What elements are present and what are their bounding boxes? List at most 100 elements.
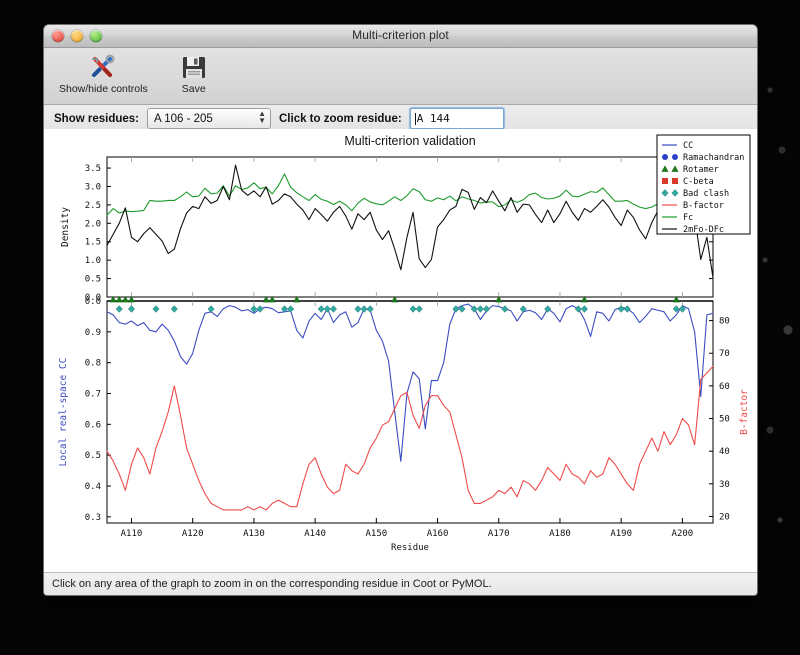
residue-xtick-label: A140	[304, 529, 326, 539]
control-strip: Show residues: A 106 - 205 ▲ ▼ Click to z…	[44, 105, 757, 133]
quality-series-Bfactor	[106, 365, 714, 511]
tools-icon	[88, 52, 118, 82]
legend-label-c-beta: C-beta	[683, 177, 714, 187]
rotamer-outlier-marker	[115, 295, 123, 303]
legend-swatch-ramachandran	[662, 154, 668, 160]
residue-range-select[interactable]: A 106 - 205 ▲ ▼	[147, 108, 271, 129]
bad-clash-marker	[329, 305, 338, 313]
residue-xtick-label: A120	[182, 529, 204, 539]
legend-swatch-rotamer	[671, 165, 679, 172]
density-axis-label: Density	[60, 207, 71, 247]
rotamer-outlier-marker	[672, 295, 680, 303]
bad-clash-marker	[170, 305, 178, 313]
residue-xtick-label: A110	[121, 529, 143, 539]
density-ytick-label: 3.5	[85, 164, 101, 174]
rotamer-outlier-marker	[391, 295, 399, 303]
legend-label-fc: Fc	[683, 213, 693, 223]
bad-clash-marker	[360, 305, 368, 313]
window-title-bar[interactable]: Multi-criterion plot	[44, 25, 757, 48]
rotamer-outlier-marker	[580, 295, 588, 303]
rotamer-outlier-marker	[121, 295, 129, 303]
cc-ytick-label: 0.3	[85, 513, 101, 523]
legend-label-ramachandran: Ramachandran	[683, 153, 744, 163]
cc-axis-label: Local real-space CC	[58, 358, 69, 467]
density-series-Fc	[106, 173, 714, 226]
x-axis-label: Residue	[391, 543, 429, 553]
bad-clash-marker	[115, 305, 123, 313]
bad-clash-marker	[317, 305, 325, 313]
floppy-disk-icon	[180, 52, 208, 82]
cc-ytick-label: 0.7	[85, 390, 101, 400]
bad-clash-marker	[366, 305, 374, 313]
density-ytick-label: 1.0	[85, 256, 101, 266]
residue-xtick-label: A160	[427, 529, 449, 539]
bad-clash-marker	[580, 305, 588, 313]
save-label: Save	[181, 83, 206, 95]
window-title: Multi-criterion plot	[352, 28, 449, 42]
bfactor-axis-label: B-factor	[739, 389, 750, 435]
toolbar: Show/hide controls Save	[44, 48, 757, 105]
bad-clash-marker	[476, 305, 484, 313]
status-text: Click on any area of the graph to zoom i…	[52, 578, 492, 590]
chevron-updown-icon: ▲ ▼	[258, 109, 266, 125]
residue-xtick-label: A180	[549, 529, 571, 539]
bfactor-ytick-label: 60	[719, 382, 730, 392]
bad-clash-marker	[250, 305, 258, 313]
bad-clash-marker	[287, 305, 295, 313]
bad-clash-marker	[354, 305, 362, 313]
bad-clash-marker	[409, 305, 417, 313]
cc-ytick-label: 0.8	[85, 359, 101, 369]
bad-clash-marker	[544, 305, 552, 313]
legend-swatch-c-beta	[672, 178, 678, 184]
bfactor-ytick-label: 20	[719, 512, 730, 522]
close-button[interactable]	[52, 30, 64, 42]
bfactor-ytick-label: 80	[719, 317, 730, 327]
show-hide-controls-button[interactable]: Show/hide controls	[54, 51, 153, 95]
legend-label-b-factor: B-factor	[683, 201, 724, 211]
bfactor-ytick-label: 40	[719, 447, 730, 457]
density-ytick-label: 0.0	[85, 293, 101, 303]
bad-clash-marker	[207, 305, 215, 313]
residue-xtick-label: A130	[243, 529, 265, 539]
cc-ytick-label: 0.5	[85, 451, 101, 461]
density-ytick-label: 0.5	[85, 275, 101, 285]
cc-ytick-label: 0.4	[85, 482, 101, 492]
legend-label-rotamer: Rotamer	[683, 165, 719, 175]
residue-range-value: A 106 - 205	[154, 112, 213, 125]
legend-swatch-bad-clash	[661, 189, 669, 197]
multi-criterion-plot-svg[interactable]: Multi-criterion validation 0.0 0.5 1.0 1.5 2.…	[44, 129, 757, 572]
legend-label-bad-clash: Bad clash	[683, 189, 729, 199]
residue-xtick-label: A190	[610, 529, 632, 539]
bad-clash-marker	[617, 305, 625, 313]
plot-canvas[interactable]: Multi-criterion validation 0.0 0.5 1.0 1.5 2.…	[44, 129, 757, 572]
bad-clash-marker	[458, 305, 466, 313]
zoom-button[interactable]	[90, 30, 102, 42]
bad-clash-marker	[482, 305, 491, 313]
density-ytick-label: 2.0	[85, 219, 101, 229]
bad-clash-marker	[323, 305, 331, 313]
show-residues-label: Show residues:	[54, 112, 139, 125]
rotamer-outlier-marker	[495, 295, 503, 303]
bad-clash-marker	[256, 305, 264, 313]
rotamer-outlier-marker	[262, 295, 270, 303]
save-button[interactable]: Save	[161, 51, 227, 95]
zoom-residue-value: A 144	[416, 112, 450, 125]
legend-swatch-bad-clash	[671, 189, 679, 197]
legend-swatch-ramachandran	[672, 154, 678, 160]
bad-clash-marker	[672, 305, 680, 313]
bad-clash-marker	[415, 305, 423, 313]
legend-swatch-c-beta	[662, 178, 668, 184]
bad-clash-marker	[127, 305, 136, 313]
zoom-residue-label: Click to zoom residue:	[279, 112, 402, 125]
application-window: Multi-criterion plot Show/hide controls	[43, 24, 758, 596]
zoom-residue-input[interactable]: A 144	[409, 108, 504, 129]
bad-clash-marker	[519, 305, 527, 313]
minimize-button[interactable]	[71, 30, 83, 42]
bad-clash-marker	[152, 305, 160, 313]
density-ytick-label: 2.5	[85, 201, 101, 211]
density-ytick-label: 1.5	[85, 238, 101, 248]
density-ytick-label: 3.0	[85, 182, 101, 192]
bad-clash-marker	[574, 305, 582, 313]
quality-series-CC	[106, 303, 714, 462]
legend-label-2mfo-dfc: 2mFo-DFc	[683, 225, 724, 235]
